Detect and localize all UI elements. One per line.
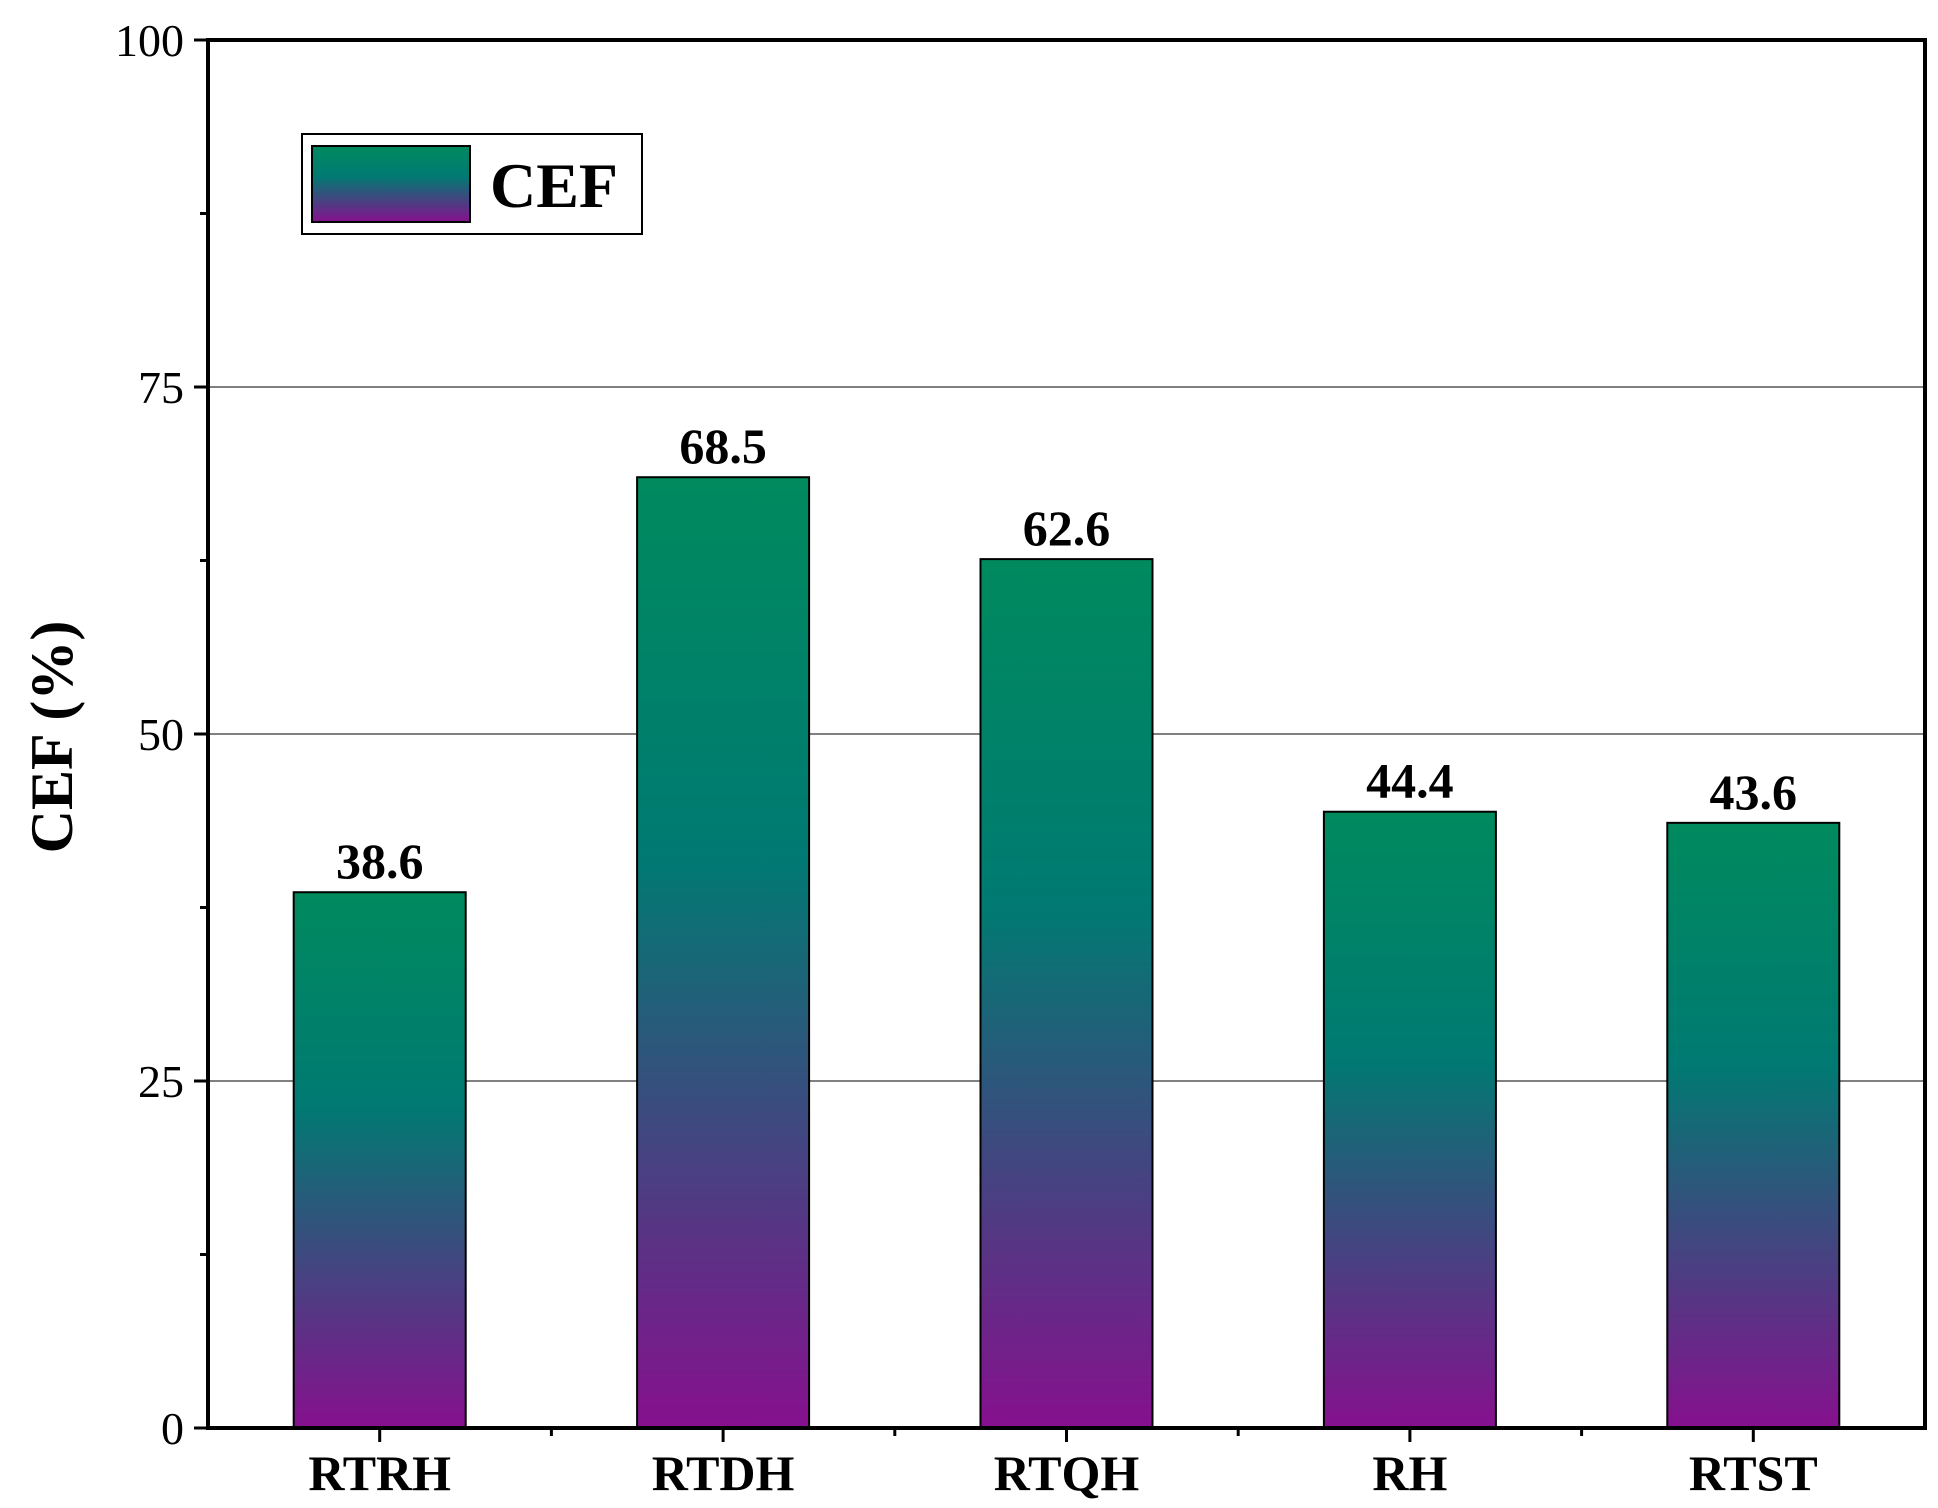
x-tick-label-rtst: RTST xyxy=(1689,1445,1818,1501)
data-label-rtdh: 68.5 xyxy=(679,418,767,474)
data-label-rtrh: 38.6 xyxy=(336,833,424,889)
labels: 38.6 RTRH 68.5 RTDH 62.6 RTQH 44.4 RH 43.6 RTST 0 2… xyxy=(115,15,1818,1501)
x-tick-label-rtrh: RTRH xyxy=(308,1445,451,1501)
data-label-rtst: 43.6 xyxy=(1710,764,1798,820)
bar-rtst xyxy=(1666,821,1841,1429)
y-axis-title: CEF (%) xyxy=(19,621,85,854)
legend-swatch xyxy=(311,145,471,223)
bar-rtrh xyxy=(292,891,467,1429)
axes xyxy=(194,38,1927,1442)
data-label-rtqh: 62.6 xyxy=(1023,500,1111,556)
data-label-rh: 44.4 xyxy=(1366,753,1454,809)
y-tick-label-50: 50 xyxy=(138,709,184,760)
y-tick-label-100: 100 xyxy=(115,15,184,66)
x-tick-label-rh: RH xyxy=(1372,1445,1447,1501)
legend-label: CEF xyxy=(490,150,618,221)
bar-rtqh xyxy=(979,558,1154,1429)
y-tick-label-0: 0 xyxy=(161,1403,184,1454)
x-tick-label-rtdh: RTDH xyxy=(652,1445,795,1501)
bar-rtdh xyxy=(636,476,811,1430)
bars xyxy=(292,476,1841,1430)
bar-rh xyxy=(1322,810,1497,1429)
y-tick-label-25: 25 xyxy=(138,1056,184,1107)
y-tick-label-75: 75 xyxy=(138,362,184,413)
x-tick-label-rtqh: RTQH xyxy=(994,1445,1140,1501)
legend: CEF xyxy=(301,133,643,235)
plot-frame xyxy=(206,38,1927,1430)
